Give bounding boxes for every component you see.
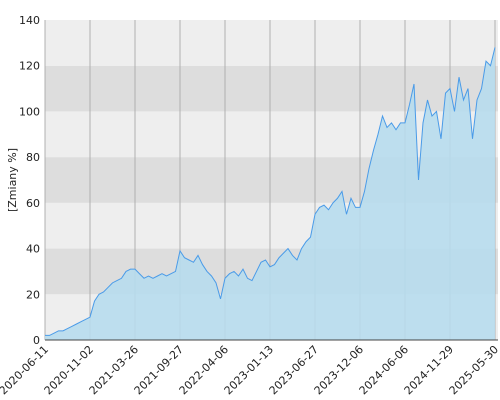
y-tick-label: 40 (26, 243, 40, 256)
y-tick-label: 20 (26, 288, 40, 301)
line (45, 47, 496, 336)
y-tick-label: 140 (19, 14, 40, 27)
y-tick-label: 80 (26, 151, 40, 164)
grid-band (45, 20, 498, 66)
y-tick-label: 60 (26, 197, 40, 210)
grid-band (45, 65, 498, 112)
y-tick-label: 120 (19, 60, 40, 73)
y-tick-label: 0 (33, 334, 40, 347)
y-axis-label: [Zmiany %] (6, 148, 19, 212)
y-tick-label: 100 (19, 105, 40, 118)
area (45, 47, 495, 341)
